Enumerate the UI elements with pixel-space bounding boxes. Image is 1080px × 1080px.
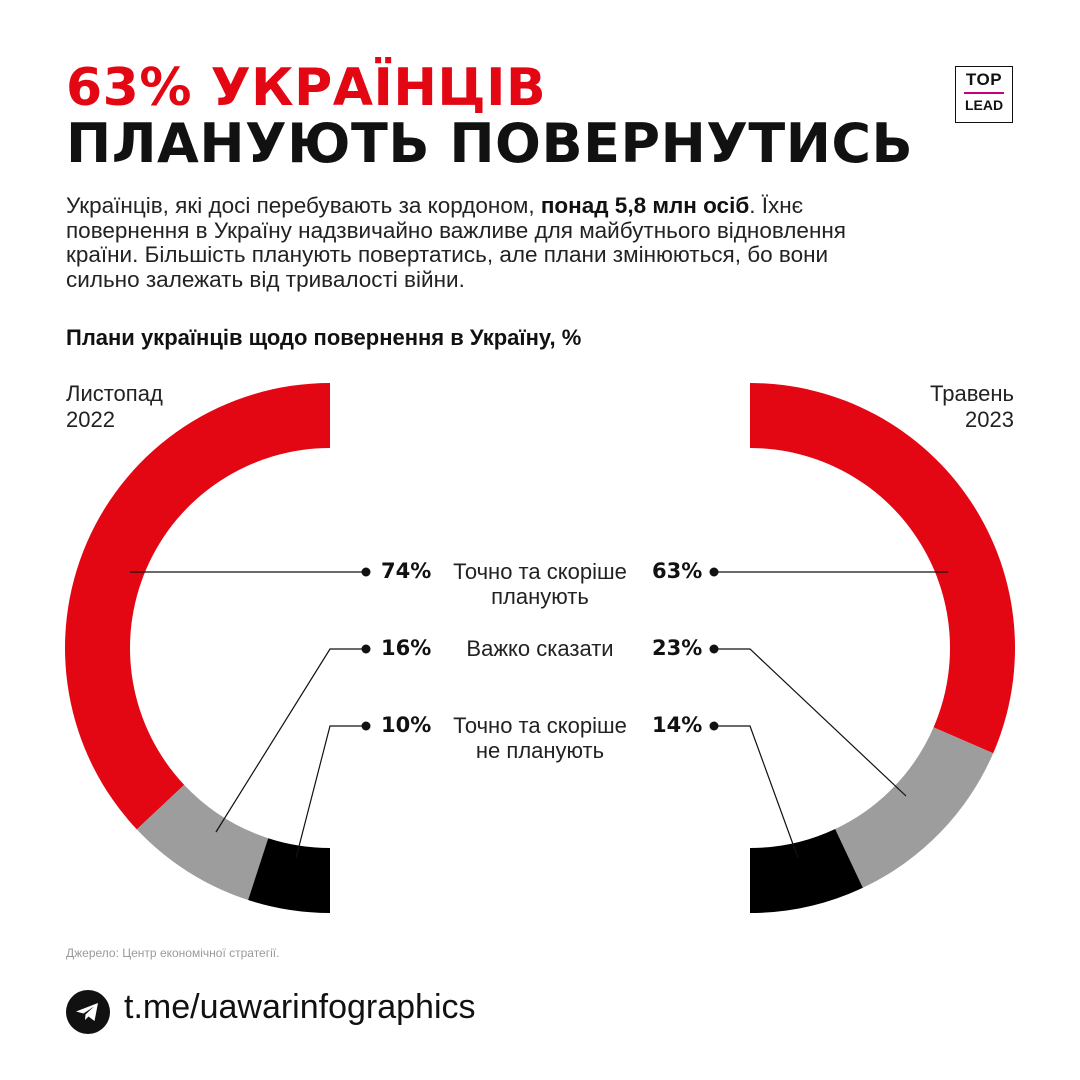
title-line-2: ПЛАНУЮТЬ ПОВЕРНУТИСЬ [66,112,914,175]
slice-2022-not-plan [248,838,330,913]
telegram-link[interactable]: t.me/uawarinfographics [124,988,476,1026]
logo-top-text: TOP [965,70,1003,89]
period-left: Листопад 2022 [66,381,163,433]
logo-divider [964,92,1004,94]
period-right-year: 2023 [965,407,1014,432]
category-label-plan: Точно та скоріше планують [430,559,650,609]
category-plan-line2: планують [491,584,589,609]
category-label-unsure: Важко сказати [430,636,650,661]
slice-2023-not-plan [750,828,863,913]
value-label-2022-plan: 74% [381,559,432,583]
leader-dot-2022-unsure [361,644,371,654]
value-label-2022-unsure: 16% [381,636,432,660]
slice-2022-plan [64,383,330,830]
intro-paragraph: Українців, які досі перебувають за кордо… [66,193,896,292]
intro-text-after: . Їхнє повернення в Україну надзвичайно … [66,193,846,292]
leader-line-2023-unsure [714,648,907,797]
period-left-year: 2022 [66,407,115,432]
category-not-plan-line2: не планують [475,738,605,763]
value-label-2022-not-plan: 10% [381,713,432,737]
period-right-month: Травень [930,381,1014,406]
leader-dot-2023-unsure [709,644,719,654]
top-lead-logo: TOP LEAD [955,66,1013,123]
leader-dot-2022-plan [361,567,371,577]
chart-title: Плани українців щодо повернення в Україн… [66,325,582,350]
leader-line-2023-not-plan [714,725,799,859]
leader-dot-2023-not-plan [709,721,719,731]
slice-2023-unsure [835,727,994,888]
telegram-icon[interactable] [66,990,110,1034]
value-label-2023-not-plan: 14% [652,713,703,737]
category-label-not-plan: Точно та скоріше не планують [430,713,650,763]
leader-line-2022-not-plan [295,725,366,859]
intro-text-before: Українців, які досі перебувають за кордо… [66,193,541,218]
logo-bottom-text: LEAD [964,97,1004,113]
leader-dot-2023-plan [709,567,719,577]
category-plan-line1: Точно та скоріше [453,559,627,584]
value-label-2023-unsure: 23% [652,636,703,660]
category-not-plan-line1: Точно та скоріше [453,713,627,738]
telegram-plane-glyph [76,1003,98,1021]
slice-2022-unsure [136,784,269,901]
value-label-2023-plan: 63% [652,559,703,583]
leader-dot-2022-not-plan [361,721,371,731]
slice-2023-plan [750,383,1015,754]
leader-line-2022-unsure [215,648,366,833]
title-line-1: 63% УКРАЇНЦІВ [66,58,547,118]
intro-text-bold: понад 5,8 млн осіб [540,193,750,218]
period-right: Травень 2023 [930,381,1014,433]
category-unsure-text: Важко сказати [466,636,614,661]
period-left-month: Листопад [66,381,163,406]
source-note: Джерело: Центр економічної стратегії. [66,946,280,960]
